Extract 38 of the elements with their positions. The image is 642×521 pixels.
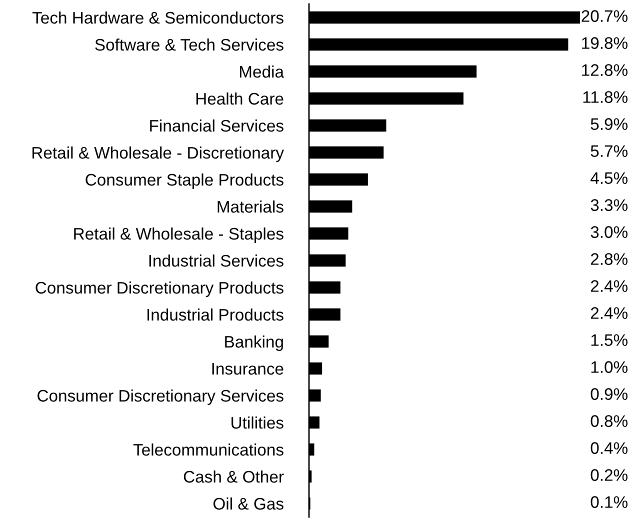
data-label: 3.0% (590, 226, 628, 238)
data-label: 4.5% (590, 172, 628, 184)
data-label: 0.9% (590, 388, 628, 400)
y-tick-label: Materials (218, 200, 284, 213)
data-label: 2.4% (590, 307, 628, 319)
data-label: 1.0% (591, 361, 628, 373)
data-label: 19.8% (582, 37, 628, 49)
y-tick-label: Financial Services (150, 119, 284, 132)
data-label: 20.7% (582, 10, 628, 22)
y-tick-label: Insurance (212, 363, 284, 375)
y-tick-label: Consumer Staple Products (86, 173, 284, 189)
y-tick-label: Health Care (196, 92, 284, 105)
y-tick-label: Cash & Other (184, 470, 284, 483)
data-label: 3.3% (590, 199, 628, 211)
y-tick-label: Telecommunications (133, 443, 284, 456)
y-tick-label: Oil & Gas (213, 497, 284, 510)
y-tick-label: Consumer Discretionary Products (36, 281, 284, 297)
y-tick-label: Banking (225, 335, 283, 351)
y-tick-label: Industrial Products (148, 308, 284, 321)
y-tick-label: Retail & Wholesale - Staples (74, 227, 284, 243)
data-label: 5.9% (590, 118, 628, 130)
data-label: 11.8% (583, 91, 628, 103)
data-label: 2.4% (590, 280, 628, 292)
y-tick-label: Media (240, 65, 284, 78)
y-tick-label: Software & Tech Services (95, 38, 284, 51)
y-tick-label: Industrial Services (149, 254, 284, 267)
data-label: 12.8% (582, 64, 628, 76)
y-tick-label: Retail & Wholesale - Discretionary (32, 146, 284, 162)
data-label: 0.4% (590, 442, 628, 454)
data-label: 0.1% (590, 496, 628, 508)
data-label: 5.7% (590, 145, 628, 157)
data-label: 2.8% (590, 253, 628, 265)
y-tick-label: Tech Hardware & Semiconductors (32, 11, 284, 24)
data-label: 0.2% (590, 469, 628, 481)
data-label: 1.5% (591, 334, 628, 346)
y-tick-label: Consumer Discretionary Services (38, 389, 284, 405)
data-label: 0.8% (590, 415, 628, 427)
y-tick-label: Utilities (232, 416, 284, 429)
